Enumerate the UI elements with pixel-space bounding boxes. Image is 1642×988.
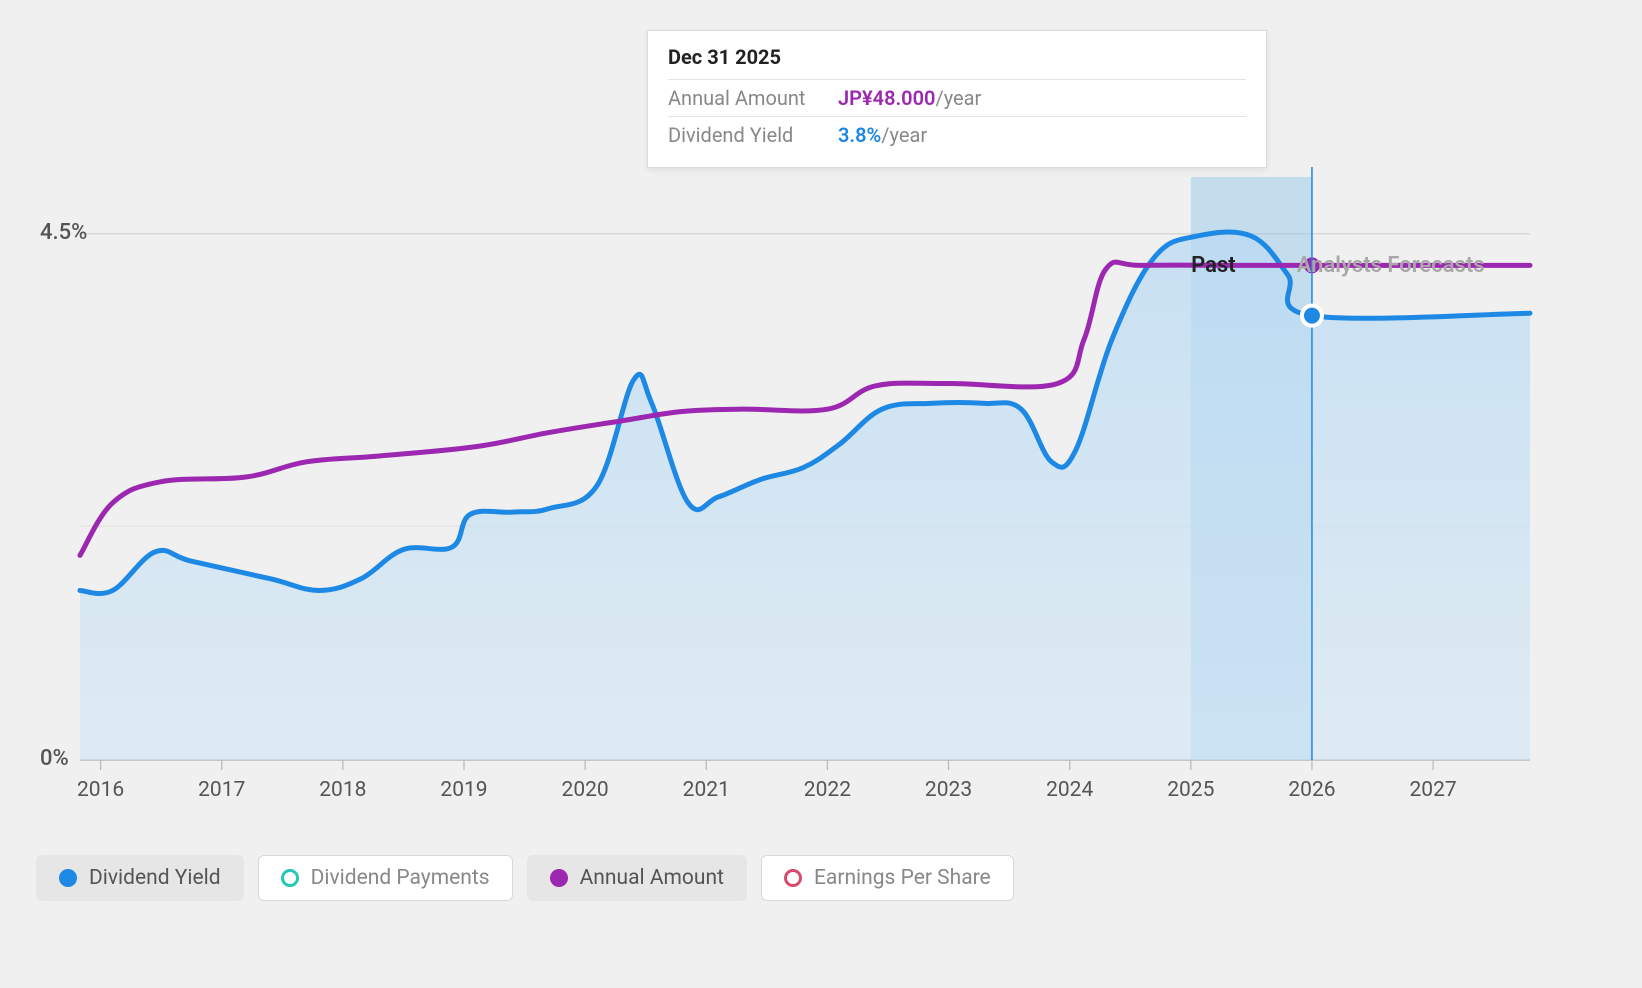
chart-tooltip: Dec 31 2025 Annual AmountJP¥48.000/yearD… <box>647 30 1267 168</box>
legend-item-label: Dividend Payments <box>311 866 490 890</box>
x-axis-tick-label: 2021 <box>683 778 730 802</box>
legend-swatch-ring-icon <box>281 869 299 887</box>
legend-swatch-dot-icon <box>59 869 77 887</box>
x-axis-tick-label: 2022 <box>804 778 851 802</box>
tooltip-row-value: JP¥48.000/year <box>838 80 1246 117</box>
x-axis-tick-label: 2026 <box>1288 778 1335 802</box>
x-axis-tick-label: 2027 <box>1409 778 1456 802</box>
x-axis-tick-label: 2025 <box>1167 778 1214 802</box>
chart-container: 0% 4.5% 2016 2017 2018 2019 2020 2021 2022 2023 2… <box>0 0 1642 988</box>
tooltip-row-value: 3.8%/year <box>838 117 1246 154</box>
legend-dividend-payments[interactable]: Dividend Payments <box>258 855 513 901</box>
y-axis-tick-label: 0% <box>40 746 69 771</box>
legend-item-label: Earnings Per Share <box>814 866 991 890</box>
tooltip-date: Dec 31 2025 <box>668 45 1246 69</box>
x-axis-tick-label: 2020 <box>562 778 609 802</box>
past-region-label: Past <box>1191 253 1236 278</box>
x-axis-tick-label: 2016 <box>77 778 124 802</box>
y-axis-tick-label: 4.5% <box>40 220 87 245</box>
legend-item-label: Annual Amount <box>580 866 724 890</box>
tooltip-row: Annual AmountJP¥48.000/year <box>668 80 1246 117</box>
x-axis-tick-label: 2019 <box>440 778 487 802</box>
legend-annual-amount[interactable]: Annual Amount <box>527 855 747 901</box>
legend-dividend-yield[interactable]: Dividend Yield <box>36 855 244 901</box>
chart-legend: Dividend Yield Dividend Payments Annual Am… <box>36 855 1014 901</box>
tooltip-table: Annual AmountJP¥48.000/yearDividend Yiel… <box>668 79 1246 153</box>
legend-item-label: Dividend Yield <box>89 866 221 890</box>
page-background: 0% 4.5% 2016 2017 2018 2019 2020 2021 2022 2023 2… <box>0 0 1642 988</box>
x-axis-tick-label: 2024 <box>1046 778 1093 802</box>
forecast-region-label: Analysts Forecasts <box>1297 253 1485 278</box>
legend-earnings-per-share[interactable]: Earnings Per Share <box>761 855 1014 901</box>
tooltip-row-label: Dividend Yield <box>668 117 838 154</box>
x-axis-tick-label: 2017 <box>198 778 245 802</box>
tooltip-row-label: Annual Amount <box>668 80 838 117</box>
x-axis-tick-label: 2023 <box>925 778 972 802</box>
tooltip-row: Dividend Yield3.8%/year <box>668 117 1246 154</box>
legend-swatch-dot-icon <box>550 869 568 887</box>
legend-swatch-ring-icon <box>784 869 802 887</box>
x-axis-tick-label: 2018 <box>319 778 366 802</box>
